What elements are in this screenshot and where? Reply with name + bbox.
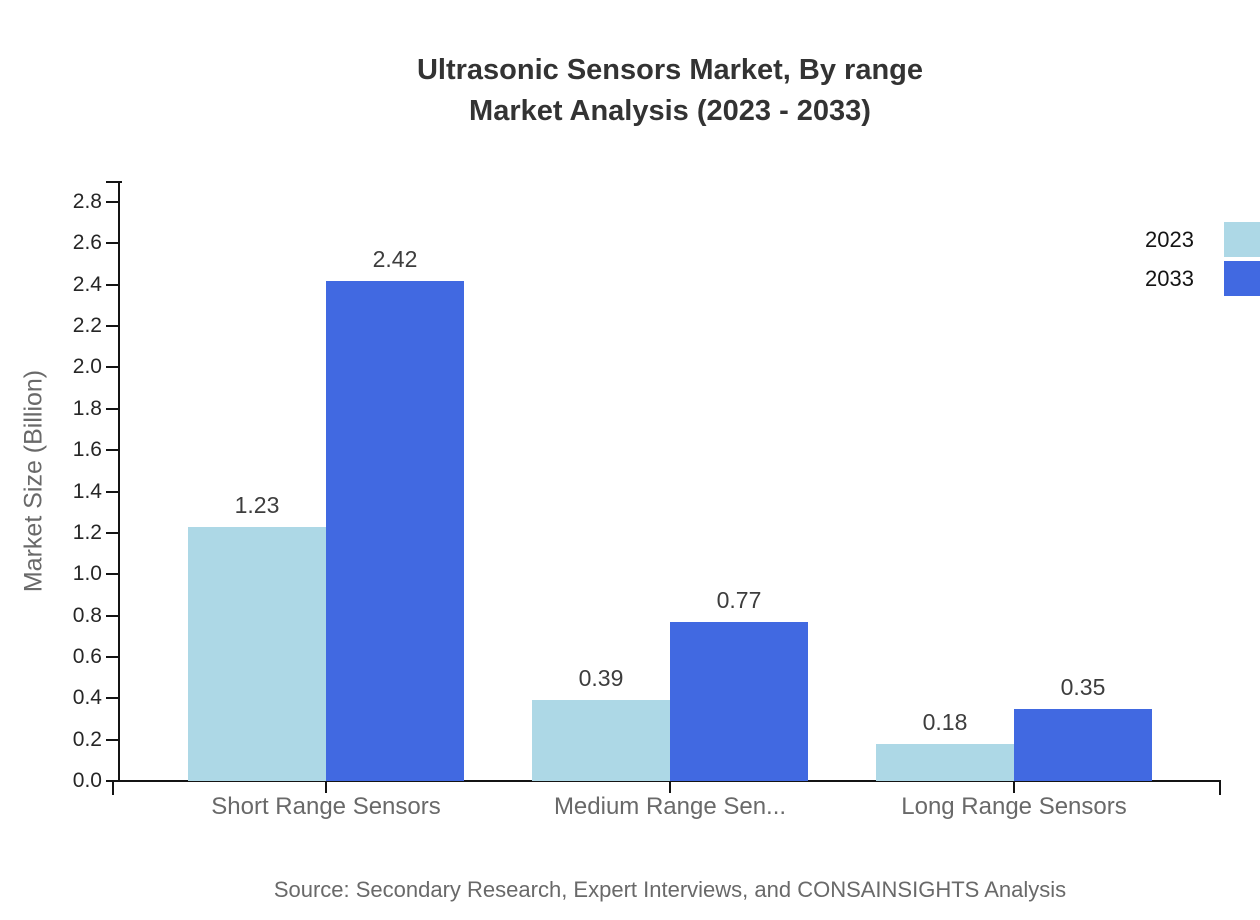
x-tick (1013, 782, 1015, 793)
y-tick (106, 738, 118, 741)
y-tick-label: 0.6 (72, 644, 102, 668)
y-tick (106, 655, 118, 658)
y-tick (106, 407, 118, 410)
y-tick-label: 1.2 (72, 520, 102, 544)
y-tick-label: 1.0 (72, 562, 102, 586)
y-tick-label: 0.8 (72, 603, 102, 627)
y-tick (106, 201, 118, 203)
y-tick (106, 242, 118, 245)
x-tick (669, 782, 671, 793)
y-tick-label: 2.6 (72, 231, 102, 255)
legend-item-2023: 2023 (1145, 222, 1260, 257)
legend-item-2033: 2033 (1145, 261, 1260, 296)
chart-title-line2: Market Analysis (2023 - 2033) (469, 95, 871, 127)
bar-value-label: 0.18 (922, 708, 968, 735)
legend-swatch (1224, 222, 1260, 257)
y-tick (106, 614, 118, 617)
x-category-label: Short Range Sensors (211, 793, 441, 820)
y-tick-label: 0.2 (72, 727, 102, 751)
source-note: Source: Secondary Research, Expert Inter… (273, 877, 1067, 902)
x-axis-end-tick-right (1219, 782, 1221, 795)
bar-value-label: 0.39 (578, 665, 624, 692)
legend-swatch (1224, 261, 1260, 296)
bar-2033-3 (1014, 708, 1152, 781)
y-tick (106, 490, 118, 493)
bar-value-label: 2.42 (372, 245, 418, 272)
bar-value-label: 0.35 (1060, 673, 1106, 700)
x-axis-end-tick-left (112, 782, 114, 795)
legend: 2023 2033 (1145, 222, 1260, 296)
y-tick (106, 531, 118, 534)
y-tick (106, 325, 118, 328)
x-tick (325, 782, 327, 793)
chart-title-line1: Ultrasonic Sensors Market, By range (416, 54, 924, 86)
y-tick-label: 2.2 (72, 314, 102, 338)
bar-2023-1 (188, 526, 326, 781)
x-category-label: Medium Range Sen... (553, 793, 787, 820)
legend-label: 2033 (1145, 265, 1194, 291)
bar-2023-2 (532, 700, 670, 781)
y-axis-line (118, 181, 120, 781)
y-tick-label: 2.8 (72, 190, 102, 213)
bar-2033-2 (670, 621, 808, 781)
legend-label: 2023 (1145, 226, 1194, 252)
y-tick-label: 1.6 (72, 438, 102, 462)
x-category-label: Long Range Sensors (901, 793, 1127, 820)
y-tick-label: 0.4 (72, 686, 102, 710)
y-tick-label: 2.0 (72, 355, 102, 379)
y-tick (106, 573, 118, 576)
bar-2023-3 (876, 743, 1014, 781)
y-tick (106, 780, 118, 782)
bar-value-label: 0.77 (716, 586, 762, 613)
y-tick-label: 2.4 (72, 272, 102, 296)
bar-2033-1 (326, 280, 464, 781)
y-tick-label: 1.8 (72, 396, 102, 420)
chart-title: Ultrasonic Sensors Market, By range Mark… (80, 50, 1260, 132)
y-tick-label: 1.4 (72, 479, 102, 503)
y-tick (106, 697, 118, 700)
y-axis-end-tick (106, 181, 122, 183)
y-tick-label: 0.0 (72, 769, 102, 792)
bar-value-label: 1.23 (234, 491, 280, 518)
y-tick (106, 449, 118, 452)
y-tick (106, 366, 118, 369)
y-tick (106, 283, 118, 286)
x-axis-line (112, 780, 1221, 782)
